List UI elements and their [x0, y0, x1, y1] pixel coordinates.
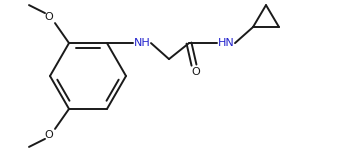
Text: NH: NH — [134, 38, 150, 48]
Text: O: O — [45, 130, 54, 140]
Text: O: O — [192, 67, 201, 77]
Text: O: O — [45, 12, 54, 22]
Text: HN: HN — [218, 38, 234, 48]
